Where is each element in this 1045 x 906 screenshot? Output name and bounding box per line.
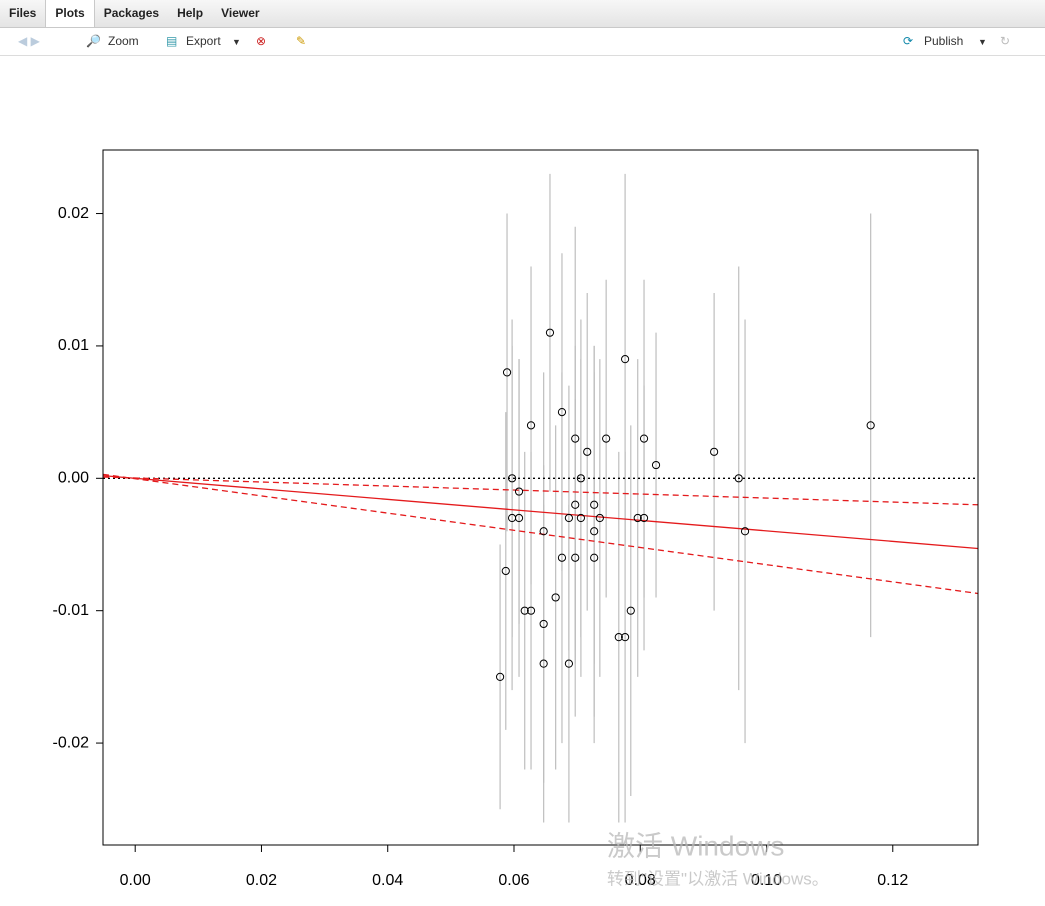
point	[551, 593, 560, 602]
point	[595, 513, 604, 523]
clear-button[interactable]: ✎	[296, 34, 307, 48]
y-tick-label: 0.02	[58, 205, 89, 222]
x-tick-label: 0.12	[877, 872, 908, 889]
point	[576, 474, 586, 483]
point	[501, 566, 510, 576]
back-icon[interactable]: ◀ ▶	[18, 34, 40, 48]
point	[557, 408, 567, 417]
plot-frame	[102, 149, 979, 846]
point	[576, 513, 586, 523]
tab[interactable]: Files	[9, 6, 37, 20]
point	[571, 434, 580, 443]
zoom-button[interactable]: Zoom	[108, 34, 139, 48]
export-button[interactable]: Export	[186, 34, 221, 48]
point	[866, 421, 875, 430]
plot-content	[103, 173, 978, 823]
point	[626, 606, 635, 615]
point	[740, 527, 750, 536]
point	[507, 474, 517, 483]
point	[526, 606, 536, 615]
y-tick-label: -0.01	[53, 602, 90, 619]
publish-button[interactable]: Publish	[924, 34, 964, 48]
export-icon: ▤	[166, 34, 178, 48]
y-tick-label: -0.02	[53, 734, 90, 751]
point	[590, 553, 599, 562]
point	[557, 553, 567, 562]
point	[710, 447, 719, 456]
publish-icon: ⟳	[903, 34, 914, 48]
x-tick-label: 0.00	[120, 872, 151, 889]
point	[514, 487, 524, 496]
point	[590, 500, 599, 509]
point	[639, 513, 649, 523]
point	[514, 513, 524, 523]
tab-bar: Files Plots Packages Help Viewer	[0, 0, 1045, 28]
point	[545, 328, 555, 337]
tab[interactable]: Plots	[45, 0, 95, 27]
point	[502, 368, 512, 377]
dropdown-arrow: ▼	[232, 37, 241, 47]
x-tick-label: 0.10	[751, 872, 782, 889]
point	[614, 633, 623, 642]
point	[590, 527, 599, 536]
y-tick-label: 0.01	[58, 337, 89, 354]
tab[interactable]: Packages	[103, 6, 160, 20]
dropdown-arrow: ▼	[978, 37, 987, 47]
point	[495, 672, 505, 681]
point	[539, 527, 548, 536]
x-tick-label: 0.02	[246, 872, 277, 889]
watermark-subtitle: 转到"设置"以激活 Windows。	[607, 869, 829, 888]
point	[602, 434, 611, 443]
point	[633, 513, 642, 523]
point	[520, 606, 529, 615]
toolbar: ◀ ▶ 🔎 Zoom ▤ Export ▼ ⊗ ✎ ⟳ Publish ▼ ↻	[0, 28, 1045, 56]
x-tick-label: 0.08	[625, 872, 656, 889]
point	[526, 421, 536, 430]
point	[620, 633, 630, 642]
x-tick-label: 0.06	[498, 872, 529, 889]
tab[interactable]: Help	[177, 6, 204, 20]
point	[539, 619, 548, 629]
y-tick-label: 0.00	[58, 470, 89, 487]
zoom-icon: 🔎	[86, 34, 101, 48]
fit-line	[103, 473, 978, 595]
remove-button[interactable]: ⊗	[256, 34, 267, 48]
refresh-button[interactable]: ↻	[1000, 34, 1011, 48]
x-tick-label: 0.04	[372, 872, 403, 889]
point	[571, 553, 580, 562]
fit-line	[103, 475, 978, 550]
point	[564, 513, 574, 523]
tab[interactable]: Viewer	[221, 6, 260, 20]
point	[564, 659, 574, 668]
watermark-title: 激活 Windows	[607, 830, 784, 861]
point	[571, 500, 580, 509]
point	[651, 460, 661, 470]
point	[734, 474, 743, 483]
point	[583, 447, 592, 456]
fit-line	[103, 476, 978, 506]
point	[539, 659, 548, 668]
point	[639, 434, 649, 443]
point	[620, 355, 630, 364]
